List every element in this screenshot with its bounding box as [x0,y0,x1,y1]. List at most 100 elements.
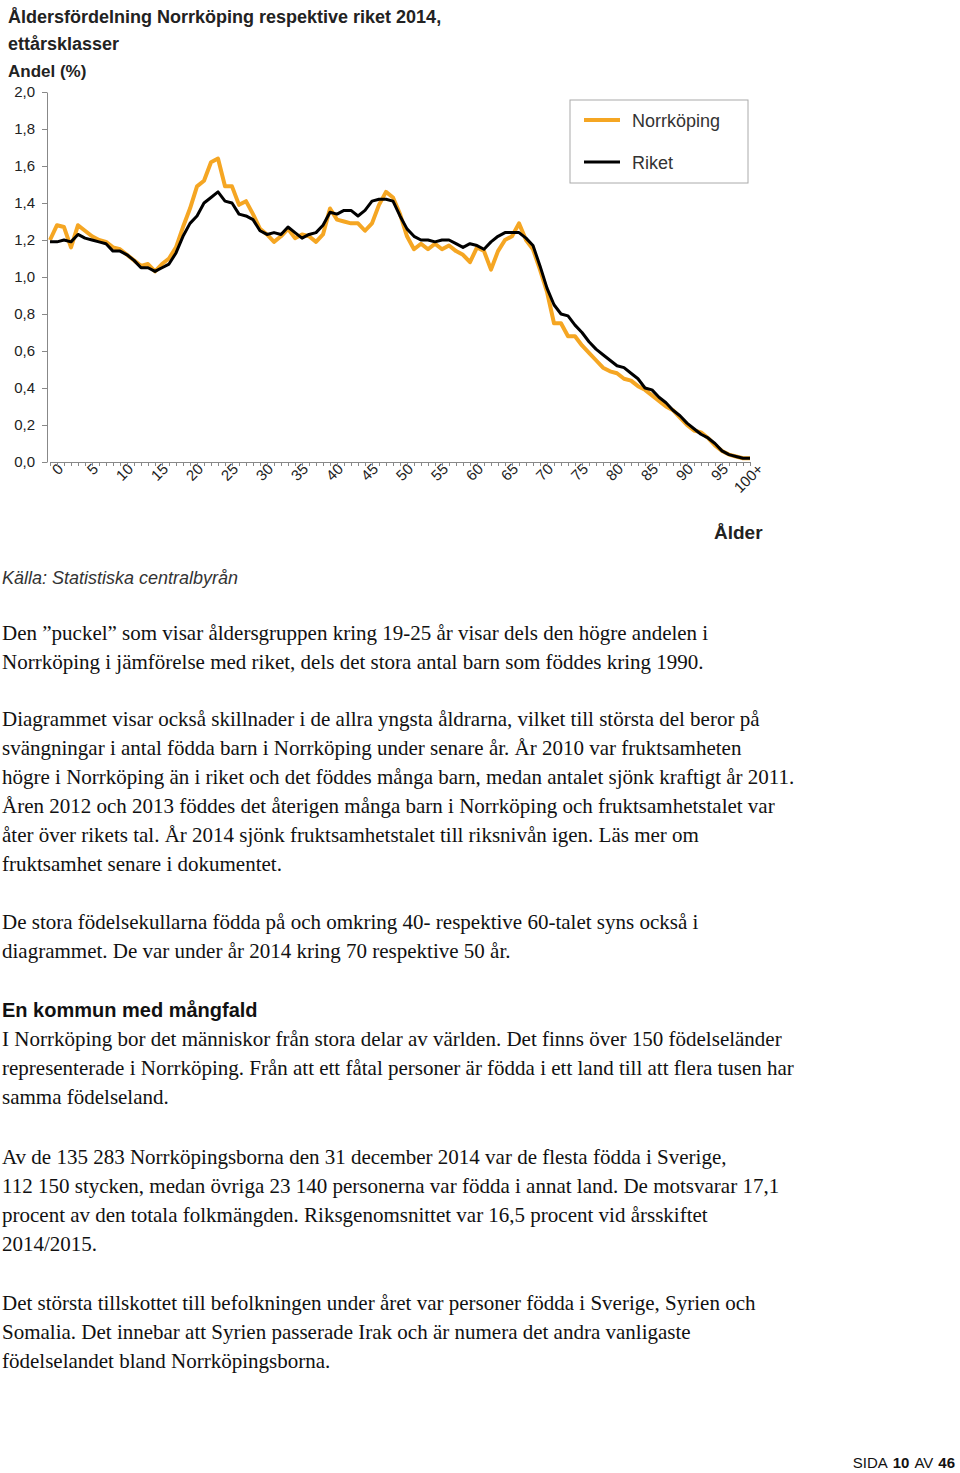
x-tick [624,462,625,466]
paragraph-line: Somalia. Det innebar att Syrien passerad… [2,1320,691,1344]
x-tick [106,462,107,466]
x-tick-mark [533,462,534,466]
paragraph-line: De stora födelsekullarna födda på och om… [2,910,698,934]
x-tick [148,462,149,466]
x-tick-mark [631,462,632,466]
x-tick [274,462,275,466]
x-tick-mark [407,462,408,466]
x-tick [477,462,478,466]
x-tick-mark [162,462,163,466]
y-tick: 1,8 [14,120,47,137]
paragraph-line: Diagrammet visar också skillnader i de a… [2,707,760,731]
x-tick [239,462,240,466]
x-tick: 15 [147,460,171,484]
series-line [50,192,750,458]
x-tick-mark [561,462,562,466]
x-tick-mark [323,462,324,466]
x-tick: 0 [48,460,66,478]
x-tick-mark [491,462,492,466]
x-tick-mark [624,462,625,466]
x-tick [456,462,457,466]
x-tick-mark [701,462,702,466]
x-tick-mark [519,462,520,466]
x-tick: 10 [112,460,136,484]
x-tick [232,462,233,466]
plot-lines [50,159,750,459]
paragraph-line: högre i Norrköping än i riket och det fö… [2,765,794,789]
x-tick [694,462,695,466]
x-tick-mark [57,462,58,466]
x-tick: 75 [567,460,591,484]
x-tick: 85 [637,460,661,484]
y-tick-mark [42,203,47,204]
y-tick-label: 1,8 [14,120,35,137]
paragraph-line: Det största tillskottet till befolkninge… [2,1291,756,1315]
x-tick [127,462,128,466]
x-tick-mark [78,462,79,466]
x-tick-mark [379,462,380,466]
x-tick [568,462,569,466]
x-tick [596,462,597,466]
x-tick [323,462,324,466]
paragraph-line: Av de 135 283 Norrköpingsborna den 31 de… [2,1145,727,1169]
x-tick-mark [393,462,394,466]
x-tick [309,462,310,466]
x-tick-label: 80 [602,460,626,484]
x-tick-mark [113,462,114,466]
x-axis-title: Ålder [714,522,763,543]
x-tick: 60 [462,460,486,484]
paragraph-line: I Norrköping bor det människor från stor… [2,1027,782,1051]
x-tick-mark [106,462,107,466]
x-tick [442,462,443,466]
x-tick [302,462,303,466]
y-tick: 2,0 [14,83,47,100]
paragraph-line: procent av den totala folkmängden. Riksg… [2,1203,708,1227]
paragraph-line: diagrammet. De var under år 2014 kring 7… [2,939,511,963]
x-tick-mark [708,462,709,466]
x-tick-label: 85 [637,460,661,484]
x-tick-label: 90 [672,460,696,484]
x-tick-label: 25 [217,460,241,484]
x-tick-label: 75 [567,460,591,484]
x-tick-mark [729,462,730,466]
x-tick [134,462,135,466]
x-tick [316,462,317,466]
x-tick [652,462,653,466]
x-tick-label: 30 [252,460,276,484]
x-tick-label: 35 [287,460,311,484]
y-axis-title: Andel (%) [8,62,86,81]
paragraph: Den ”puckel” som visar åldersgruppen kri… [2,621,708,674]
x-tick-mark [596,462,597,466]
x-tick-mark [687,462,688,466]
x-tick [659,462,660,466]
x-tick [708,462,709,466]
y-axis: 0,00,20,40,60,81,01,21,41,61,82,0 [14,83,47,470]
page: Åldersfördelning Norrköping respektive r… [0,0,960,1473]
x-tick-mark [372,462,373,466]
y-tick-label: 1,2 [14,231,35,248]
x-tick [78,462,79,466]
x-tick [512,462,513,466]
x-tick-mark [449,462,450,466]
y-tick-label: 0,6 [14,342,35,359]
x-tick-mark [617,462,618,466]
x-tick-mark [281,462,282,466]
x-tick [281,462,282,466]
x-tick [92,462,93,466]
x-tick-mark [204,462,205,466]
x-tick [218,462,219,466]
y-tick: 0,0 [14,453,47,470]
x-tick-mark [456,462,457,466]
x-tick [617,462,618,466]
y-tick-mark [42,351,47,352]
y-tick-mark [42,462,47,463]
paragraph-line: Den ”puckel” som visar åldersgruppen kri… [2,621,708,645]
legend-swatch [584,161,620,164]
y-tick-label: 0,8 [14,305,35,322]
x-tick-mark [169,462,170,466]
paragraph-line: svängningar i antal födda barn i Norrköp… [2,736,742,760]
x-tick-mark [666,462,667,466]
x-tick-mark [197,462,198,466]
x-tick [673,462,674,466]
x-tick: 55 [427,460,451,484]
